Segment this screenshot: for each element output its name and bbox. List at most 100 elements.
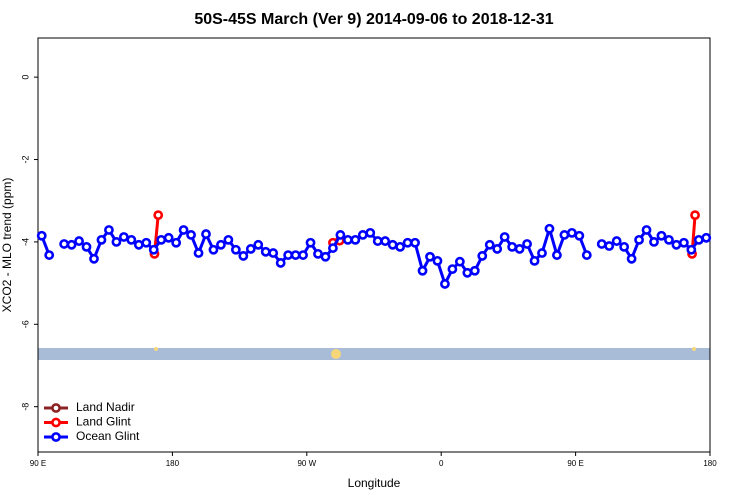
data-point — [611, 236, 622, 246]
data-point — [664, 234, 674, 245]
legend-marker — [51, 417, 61, 428]
data-point — [604, 241, 615, 251]
data-point — [342, 234, 353, 245]
data-point — [208, 244, 219, 255]
data-point — [559, 230, 570, 240]
data-point — [320, 251, 331, 262]
data-point — [649, 237, 659, 247]
data-point — [357, 230, 368, 240]
data-point — [410, 237, 420, 248]
data-point — [238, 251, 249, 261]
data-point — [402, 237, 413, 248]
legend-label: Land Glint — [76, 415, 131, 429]
data-point — [552, 250, 562, 260]
data-point — [566, 227, 577, 238]
data-point — [469, 265, 480, 276]
x-axis-label: Longitude — [348, 476, 401, 490]
legend-marker — [51, 432, 61, 442]
data-point — [186, 230, 196, 240]
data-point — [544, 223, 555, 234]
data-point — [701, 232, 712, 243]
data-point — [350, 234, 361, 245]
x-tick-label: 90 E — [30, 459, 46, 468]
data-point — [328, 243, 338, 253]
data-point — [201, 229, 211, 239]
legend-marker — [51, 403, 61, 413]
data-point — [693, 234, 704, 245]
x-tick-label: 90 E — [567, 459, 583, 468]
data-point — [163, 232, 174, 243]
data-point — [153, 210, 164, 221]
data-point — [268, 248, 279, 258]
data-point — [484, 239, 495, 250]
series-line — [40, 227, 707, 286]
data-point — [678, 237, 689, 248]
data-point — [148, 244, 159, 255]
data-point — [305, 237, 316, 248]
data-point — [537, 248, 547, 258]
data-point — [492, 244, 503, 254]
data-point — [96, 234, 107, 245]
data-point — [104, 225, 114, 235]
land-spot — [331, 349, 341, 359]
chart-title: 50S-45S March (Ver 9) 2014-09-06 to 2018… — [194, 11, 553, 28]
data-point — [171, 237, 182, 248]
data-point — [275, 258, 286, 268]
data-point — [178, 225, 189, 235]
x-tick-label: 180 — [703, 459, 717, 468]
data-point — [223, 234, 234, 245]
data-point — [641, 225, 652, 235]
y-tick-label: -4 — [20, 238, 30, 246]
data-point — [245, 244, 256, 254]
data-point — [477, 251, 488, 261]
x-tick-label: 180 — [166, 459, 180, 468]
data-point — [365, 227, 376, 238]
data-point — [298, 250, 308, 260]
data-point — [432, 255, 443, 266]
data-point — [44, 250, 55, 260]
data-point — [656, 230, 667, 241]
data-point — [499, 232, 510, 242]
y-tick-label: -8 — [20, 403, 30, 411]
data-point — [522, 239, 532, 249]
data-point — [447, 264, 458, 274]
data-point — [454, 256, 465, 267]
data-point — [290, 250, 301, 260]
data-point — [417, 265, 428, 276]
data-point — [425, 251, 435, 262]
data-point — [440, 279, 450, 289]
land-spot — [692, 347, 696, 351]
data-point — [89, 253, 99, 264]
data-point — [111, 237, 122, 247]
map-strip — [38, 348, 710, 360]
data-point — [313, 248, 323, 259]
x-tick-label: 0 — [439, 459, 444, 468]
y-tick-label: 0 — [20, 75, 30, 80]
legend-label: Ocean Glint — [76, 429, 140, 443]
data-point — [156, 234, 167, 245]
data-point — [59, 239, 70, 249]
data-point — [335, 230, 346, 240]
legend-label: Land Nadir — [76, 400, 135, 414]
data-point — [462, 267, 473, 278]
data-point — [66, 239, 77, 250]
data-point — [372, 236, 383, 246]
data-point — [529, 255, 540, 266]
data-point — [283, 250, 294, 260]
x-tick-label: 90 W — [297, 459, 316, 468]
data-point — [507, 241, 518, 252]
data-point — [387, 239, 398, 250]
data-point — [36, 230, 47, 241]
y-axis-label: XCO2 - MLO trend (ppm) — [0, 178, 14, 313]
data-point — [126, 234, 137, 245]
data-point — [74, 236, 84, 246]
data-point — [253, 239, 264, 250]
data-point — [634, 234, 644, 245]
data-point — [193, 248, 204, 258]
data-point — [133, 239, 144, 250]
y-tick-label: -6 — [20, 320, 30, 328]
data-point — [686, 244, 697, 255]
data-point — [671, 239, 682, 250]
plot-frame — [37, 37, 711, 453]
